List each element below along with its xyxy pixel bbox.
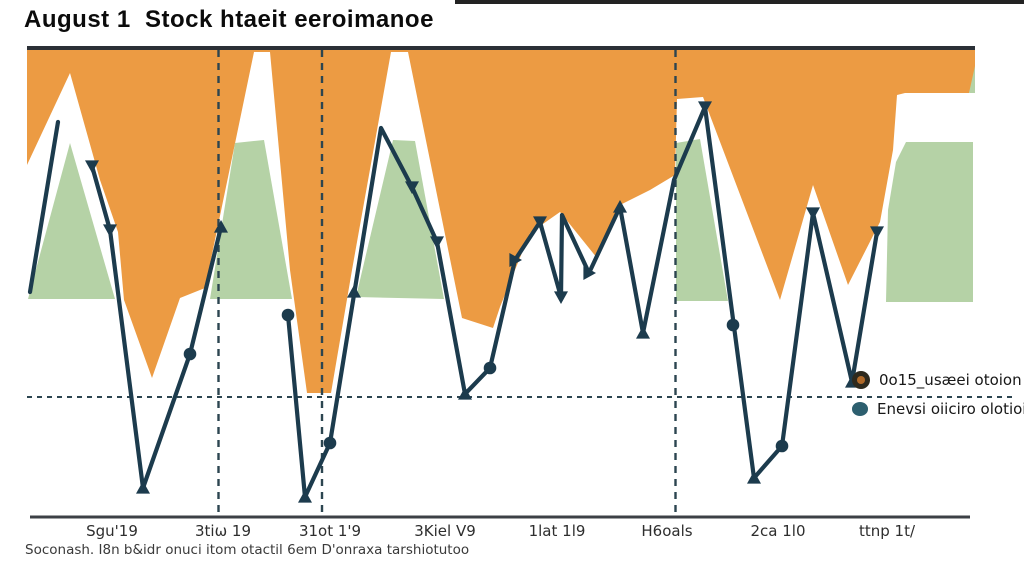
line-marker-tri-up [636,326,650,339]
line-marker-tri-down [85,160,99,173]
line-marker-tri-down [698,101,712,114]
line-marker-circle [281,308,295,322]
line-marker-tri-down [533,216,547,229]
line-marker-tri-right [583,266,596,280]
line-marker-tri-up [747,471,761,484]
line-marker-tri-up [136,481,150,494]
legend-marker-teal-circle-icon [852,402,868,416]
line-marker-circle [323,436,337,450]
line-marker-tri-down [806,207,820,220]
line-marker-circle [775,439,789,453]
line-marker-tri-up [613,200,627,213]
line-marker-circle [183,347,197,361]
line-marker-tri-down [430,236,444,249]
legend-item-orange-series: 0o15_usæei otoion [852,371,1024,389]
green-area-shape [969,66,975,93]
green-area-shape [886,142,973,302]
line-marker-tri-down [554,291,568,304]
green-area-shape [210,140,292,299]
chart-title: August 1 Stock htaeit eeroimanoe [24,6,434,33]
green-area-shape [356,140,444,299]
legend-marker-dark-circle-icon [852,371,870,389]
line-marker-tri-up [347,285,361,298]
legend-item-teal-series: Enevsi oiiciro olotioin [852,400,1024,418]
green-area-shape [676,139,728,301]
line-marker-tri-up [458,387,472,400]
line-marker-tri-down [870,226,884,239]
top-decorative-bar [455,0,1024,4]
line-marker-tri-down [103,224,117,237]
line-marker-tri-up [298,490,312,503]
green-area-shape [28,143,115,299]
line-marker-circle [483,361,497,375]
legend-label: 0o15_usæei otoion [879,371,1022,389]
line-marker-tri-up [214,220,228,233]
trend-line [27,119,61,295]
legend-label: Enevsi oiiciro olotioin [877,400,1024,418]
source-note: Soconash. I8n b&idr onuci itom otactil 6… [25,542,470,558]
trend-line [285,104,880,500]
orange-area-shape [27,48,975,393]
chart-legend: 0o15_usæei otoion Enevsi oiiciro olotioi… [852,371,1024,429]
line-marker-tri-right [509,253,522,267]
line-marker-circle [726,318,740,332]
line-marker-tri-down [405,181,419,194]
